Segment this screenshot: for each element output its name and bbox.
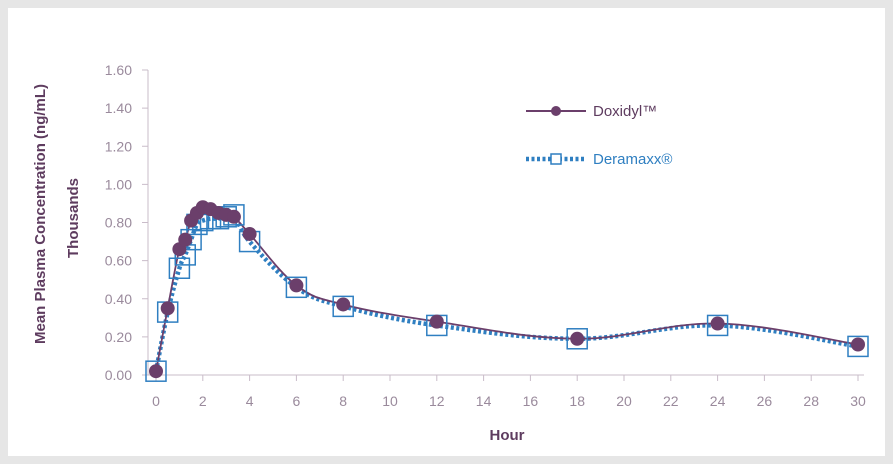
x-tick-label: 4	[246, 393, 254, 409]
series-marker-doxidyl	[336, 297, 351, 312]
series-marker-doxidyl	[289, 278, 304, 293]
x-tick-label: 22	[663, 393, 679, 409]
legend-marker-doxidyl	[551, 106, 561, 116]
series-marker-doxidyl	[851, 337, 865, 352]
x-tick-label: 14	[476, 393, 492, 409]
legend-label-deramaxx: Deramaxx®	[593, 151, 672, 168]
series-marker-doxidyl	[242, 226, 257, 241]
y-tick-label: 0.20	[105, 329, 132, 345]
x-tick-label: 2	[199, 393, 207, 409]
legend-label-doxidyl: Doxidyl™	[593, 103, 657, 120]
y-axis-secondary-title: Thousands	[65, 178, 82, 258]
y-tick-label: 1.40	[105, 100, 132, 116]
series-marker-doxidyl	[710, 316, 725, 331]
series-marker-doxidyl	[429, 314, 444, 329]
y-tick-label: 0.40	[105, 291, 132, 307]
series-line-deramaxx	[153, 210, 859, 372]
series-marker-doxidyl	[149, 364, 163, 379]
x-tick-label: 16	[523, 393, 539, 409]
series-marker-deramaxx	[168, 257, 191, 279]
series-marker-deramaxx	[332, 295, 354, 318]
y-tick-label: 0.00	[105, 367, 132, 383]
series-marker-doxidyl	[178, 232, 193, 247]
y-tick-label: 1.00	[105, 176, 132, 192]
x-tick-label: 26	[757, 393, 773, 409]
y-tick-label: 1.20	[105, 138, 132, 154]
line-chart: 0.000.200.400.600.801.001.201.401.600 2 4 6…	[32, 62, 869, 444]
series-marker-doxidyl	[570, 331, 585, 346]
y-tick-label: 1.60	[105, 62, 132, 78]
chart-panel: 0.00 0.20 0.40 0.60 0.80 1.00 1.20 1.40 1.60 0 2 4 6…	[8, 8, 885, 456]
x-tick-label: 24	[710, 393, 726, 409]
legend-marker-deramaxx	[550, 153, 562, 165]
y-axis-title: Mean Plasma Concentration (ng/mL)	[32, 84, 49, 344]
series-marker-doxidyl	[226, 209, 241, 224]
series-marker-deramaxx	[285, 276, 308, 299]
series-line-doxidyl	[155, 206, 859, 372]
x-tick-label: 30	[850, 393, 866, 409]
y-tick-label: 0.60	[105, 253, 132, 269]
x-tick-label: 12	[429, 393, 445, 409]
series-marker-deramaxx	[566, 328, 588, 350]
x-axis-title: Hour	[490, 427, 525, 444]
series-marker-deramaxx	[706, 314, 729, 337]
x-tick-label: 6	[293, 393, 301, 409]
y-tick-label: 0.80	[105, 215, 132, 231]
x-tick-label: 0	[152, 393, 160, 409]
x-tick-label: 8	[339, 393, 347, 409]
series-marker-deramaxx	[145, 360, 167, 382]
x-tick-label: 10	[382, 393, 398, 409]
x-tick-label: 18	[569, 393, 585, 409]
x-tick-label: 20	[616, 393, 632, 409]
series-marker-doxidyl	[160, 301, 175, 316]
x-tick-label: 28	[803, 393, 819, 409]
series-marker-deramaxx	[847, 335, 869, 358]
